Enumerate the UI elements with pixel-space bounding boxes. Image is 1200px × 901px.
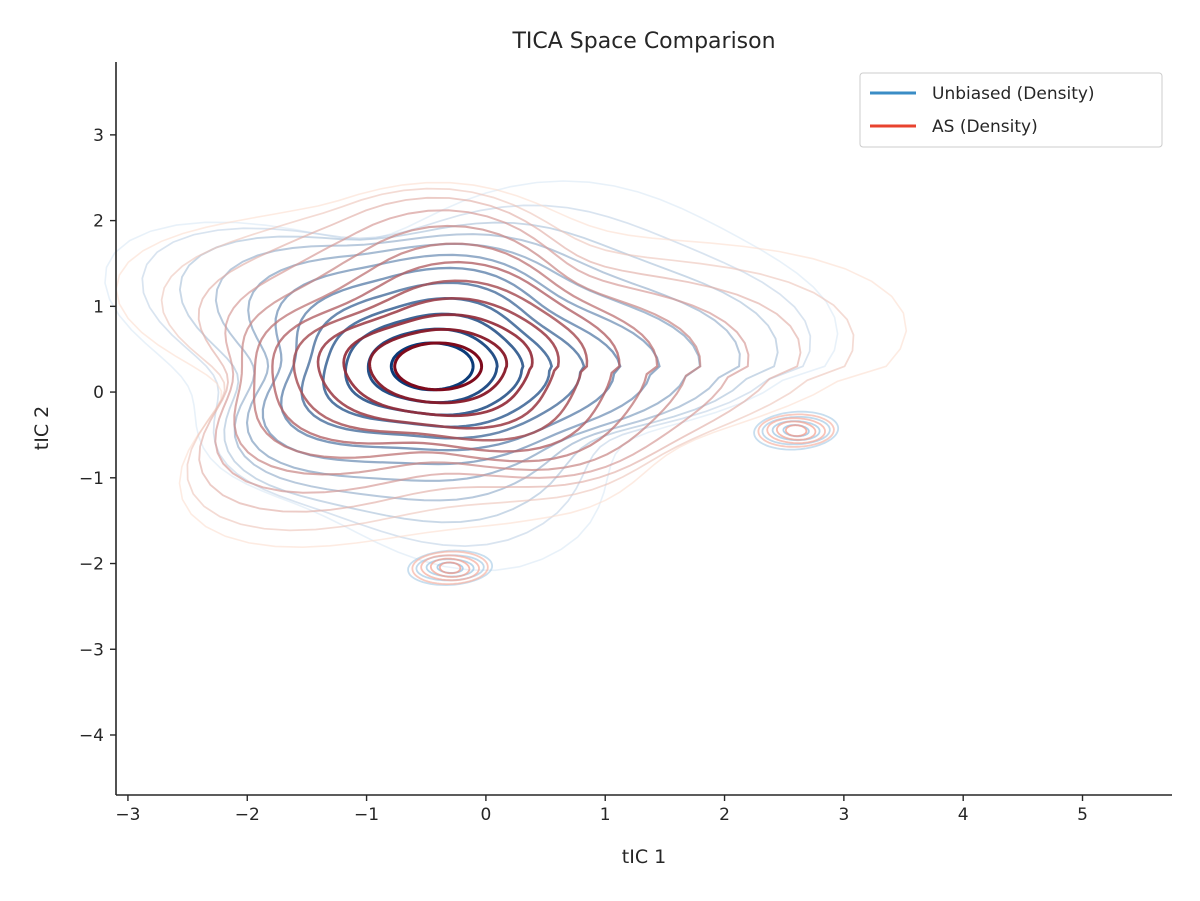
contour-line bbox=[214, 209, 750, 494]
legend-label-unbiased: Unbiased (Density) bbox=[932, 84, 1095, 104]
contour-line bbox=[389, 341, 475, 392]
x-tick-label: −3 bbox=[115, 805, 140, 825]
contour-line bbox=[766, 417, 826, 444]
contour-line bbox=[368, 327, 509, 405]
y-tick-label: −1 bbox=[79, 469, 104, 489]
contour-line bbox=[292, 279, 589, 442]
contour-line bbox=[160, 187, 855, 532]
x-tick-label: −1 bbox=[354, 805, 379, 825]
contour-line bbox=[252, 242, 659, 463]
contour-line bbox=[342, 313, 534, 418]
contour-line bbox=[197, 196, 802, 513]
y-axis-label: tIC 2 bbox=[31, 406, 53, 450]
legend: Unbiased (Density) AS (Density) bbox=[859, 72, 1163, 148]
x-tick-label: −2 bbox=[235, 805, 260, 825]
x-axis-label: tIC 1 bbox=[622, 846, 666, 868]
contour-line bbox=[178, 221, 779, 524]
contour-line bbox=[321, 296, 554, 429]
x-tick-label: 0 bbox=[480, 805, 491, 825]
contour-line bbox=[366, 327, 499, 405]
contour-line bbox=[245, 242, 702, 482]
as-contours bbox=[115, 181, 908, 585]
x-ticks: −3 −2 −1 0 1 2 3 4 5 bbox=[115, 795, 1088, 825]
contour-line bbox=[757, 413, 835, 448]
y-tick-label: 1 bbox=[93, 297, 104, 317]
contour-line bbox=[420, 554, 480, 582]
contour-line bbox=[753, 410, 840, 451]
y-tick-label: −3 bbox=[79, 640, 104, 660]
axes: −3 −2 −1 0 1 2 3 4 5 −4 −3 −2 −1 0 1 2 3 bbox=[79, 62, 1172, 825]
chart-title: TICA Space Comparison bbox=[511, 29, 775, 54]
y-tick-label: −2 bbox=[79, 555, 104, 575]
contour-line bbox=[344, 312, 525, 417]
y-tick-label: 2 bbox=[93, 212, 104, 232]
contour-line bbox=[271, 260, 621, 453]
contour-line bbox=[439, 561, 462, 575]
y-tick-label: 3 bbox=[93, 126, 104, 146]
contour-line bbox=[776, 420, 817, 441]
contour-line bbox=[785, 424, 808, 437]
y-ticks: −4 −3 −2 −1 0 1 2 3 bbox=[79, 126, 116, 746]
x-tick-label: 4 bbox=[958, 805, 969, 825]
contour-line bbox=[429, 557, 471, 578]
legend-label-as: AS (Density) bbox=[932, 117, 1038, 137]
x-tick-label: 1 bbox=[600, 805, 611, 825]
plot-area bbox=[104, 180, 908, 587]
x-tick-label: 3 bbox=[838, 805, 849, 825]
contour-line bbox=[393, 341, 484, 392]
contour-line bbox=[141, 204, 812, 547]
x-tick-label: 2 bbox=[719, 805, 730, 825]
contour-line bbox=[300, 281, 586, 440]
contour-line bbox=[233, 224, 702, 476]
y-tick-label: −4 bbox=[79, 726, 104, 746]
x-tick-label: 5 bbox=[1077, 805, 1088, 825]
contour-line bbox=[104, 180, 839, 572]
legend-box bbox=[859, 72, 1163, 148]
contour-line bbox=[316, 296, 560, 430]
contour-line bbox=[411, 550, 489, 585]
contour-line bbox=[115, 181, 908, 549]
y-tick-label: 0 bbox=[93, 383, 104, 403]
